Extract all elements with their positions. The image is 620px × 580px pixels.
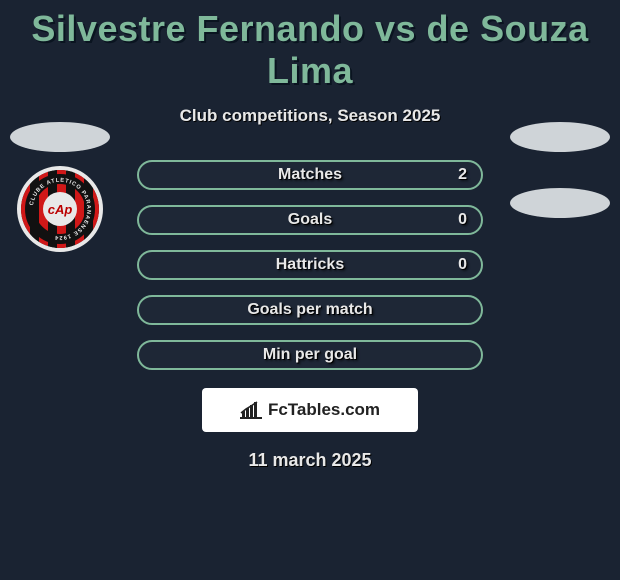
- stats-list: Matches 2 Goals 0 Hattricks 0 Goals per …: [137, 160, 483, 370]
- stat-right-value: 0: [458, 211, 467, 229]
- stat-label: Min per goal: [263, 346, 357, 364]
- stat-row-goals: Goals 0: [137, 205, 483, 235]
- club-logo-monogram: cAp: [43, 192, 77, 226]
- stat-right-value: 0: [458, 256, 467, 274]
- stat-row-matches: Matches 2: [137, 160, 483, 190]
- stat-right-value: 2: [458, 166, 467, 184]
- stat-row-hattricks: Hattricks 0: [137, 250, 483, 280]
- stat-row-min-per-goal: Min per goal: [137, 340, 483, 370]
- player2-club-oval: [510, 188, 610, 218]
- player2-flag-oval: [510, 122, 610, 152]
- right-player-badges: [510, 122, 610, 218]
- attribution-text: FcTables.com: [268, 400, 380, 420]
- stat-label: Goals: [288, 211, 332, 229]
- page-title: Silvestre Fernando vs de Souza Lima: [0, 0, 620, 92]
- player1-flag-oval: [10, 122, 110, 152]
- player1-club-logo: CLUBE ATLETICO PARANAENSE 1924 cAp: [17, 166, 103, 252]
- stat-row-goals-per-match: Goals per match: [137, 295, 483, 325]
- bar-chart-icon: [240, 401, 262, 419]
- attribution-badge: FcTables.com: [202, 388, 418, 432]
- stat-label: Goals per match: [247, 301, 372, 319]
- generated-date: 11 march 2025: [0, 450, 620, 471]
- stat-label: Matches: [278, 166, 342, 184]
- stat-label: Hattricks: [276, 256, 344, 274]
- left-player-badges: CLUBE ATLETICO PARANAENSE 1924 cAp: [10, 122, 110, 252]
